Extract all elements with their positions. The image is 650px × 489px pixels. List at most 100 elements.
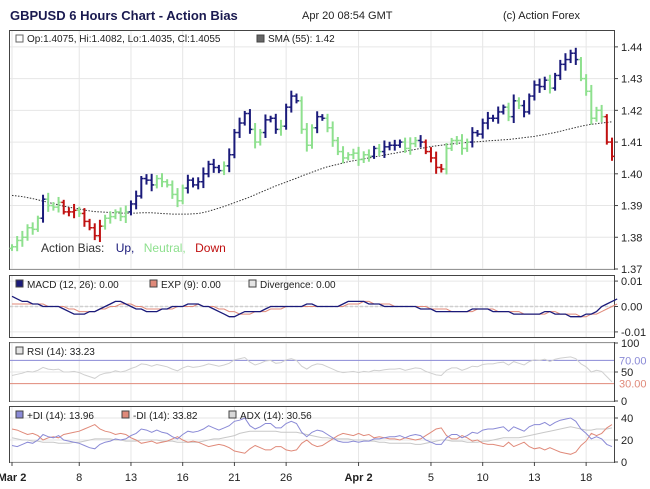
macd-line (11, 295, 618, 318)
price-bar (480, 118, 486, 139)
price-bar (330, 121, 336, 147)
price-bar (573, 47, 579, 65)
macd-plot (10, 295, 618, 318)
exp-legend-label: EXP (9): 0.00 (161, 280, 221, 291)
dmi-panel-frame (9, 406, 615, 463)
price-bar (56, 196, 62, 213)
price-bar (397, 139, 403, 148)
price-bar (500, 104, 506, 115)
price-bar (506, 102, 512, 122)
price-bar (107, 211, 113, 224)
price-y-tick-label: 1.39 (621, 201, 642, 213)
price-bar (381, 140, 387, 158)
price-bar (511, 94, 517, 124)
price-bar (387, 141, 393, 151)
price-panel-frame (9, 30, 615, 270)
x-tick-label: 13 (528, 472, 540, 484)
price-bar (283, 103, 289, 130)
price-bar (557, 59, 563, 80)
price-bar (407, 137, 413, 155)
price-bar (475, 130, 481, 137)
price-bar (433, 151, 439, 174)
price-bar (30, 222, 36, 235)
price-bar (568, 49, 574, 64)
price-bar (428, 147, 434, 163)
price-bar (454, 136, 460, 145)
price-bar (578, 57, 584, 82)
macd-y-tick-label: -0.01 (621, 327, 646, 339)
price-bar (50, 202, 56, 211)
price-bar (526, 93, 532, 115)
rsi-y-tick-label: 50 (621, 367, 633, 379)
plus-di-legend-swatch (15, 410, 24, 419)
adx-legend-swatch (228, 410, 237, 419)
price-bar (102, 214, 108, 230)
price-bar (262, 114, 268, 138)
price-bar (242, 110, 248, 126)
x-tick-label: 8 (76, 472, 82, 484)
rsi-plot: 70.00 30.00 (10, 355, 647, 391)
price-bar (542, 76, 548, 91)
price-bar (40, 194, 46, 223)
x-tick-label: 26 (280, 472, 292, 484)
price-bar (340, 146, 346, 164)
y-axis-labels: 1.44 1.43 1.42 1.41 1.40 1.39 1.38 1.370.01 0.00… (614, 42, 646, 469)
minus-di-line (11, 424, 613, 455)
price-plot (9, 47, 615, 252)
sma-legend-swatch (256, 34, 265, 43)
x-tick-label: 18 (580, 472, 592, 484)
price-bar (81, 208, 87, 227)
price-bar (92, 223, 98, 241)
macd-y-tick-label: 0.01 (621, 276, 642, 288)
adx-legend-label: ADX (14): 30.56 (240, 411, 312, 422)
price-bar (200, 167, 206, 189)
price-bar (138, 176, 144, 199)
price-y-tick-label: 1.41 (621, 137, 642, 149)
price-bar (495, 106, 501, 124)
price-bar (9, 244, 15, 251)
rsi-y-tick-label: 0 (621, 396, 627, 408)
price-bar (45, 192, 51, 212)
price-bar (257, 129, 263, 146)
plus-di-line (11, 417, 613, 450)
price-bar (304, 123, 310, 152)
price-bar (159, 173, 165, 188)
price-bar (376, 143, 382, 157)
price-bar (112, 209, 118, 220)
price-bar (154, 175, 160, 189)
price-bar (211, 158, 217, 173)
price-bar (97, 219, 103, 243)
price-bar (25, 224, 31, 241)
chart-title: GBPUSD 6 Hours Chart - Action Bias (10, 8, 238, 23)
x-tick-label: 10 (477, 472, 489, 484)
price-bar (226, 148, 232, 173)
price-y-tick-label: 1.40 (621, 169, 642, 181)
price-bar (547, 74, 553, 94)
price-bar (185, 174, 191, 194)
price-bar (412, 136, 418, 148)
price-bar (319, 114, 325, 121)
price-bar (588, 84, 594, 125)
x-tick-label: 16 (177, 472, 189, 484)
divergence-legend-label: Divergence: 0.00 (260, 280, 336, 291)
price-bar (521, 100, 527, 118)
price-bar (552, 72, 558, 91)
price-bar (118, 207, 124, 222)
rsi-level-label: 30.00 (619, 379, 647, 391)
price-y-tick-label: 1.38 (621, 232, 642, 244)
price-bar (149, 173, 155, 192)
x-tick-label: Apr 2 (344, 472, 372, 484)
price-bar (221, 161, 227, 176)
sma-legend-label: SMA (55): 1.42 (268, 34, 335, 45)
action-bias-up: Up, (116, 241, 135, 255)
price-bar (583, 74, 589, 96)
price-bar (175, 188, 181, 208)
price-bar (252, 123, 258, 149)
dmi-y-tick-label: 20 (621, 435, 633, 447)
price-bar (443, 143, 449, 175)
price-bar (206, 160, 212, 178)
price-bar (418, 135, 424, 148)
macd-legend-swatch (15, 279, 24, 288)
